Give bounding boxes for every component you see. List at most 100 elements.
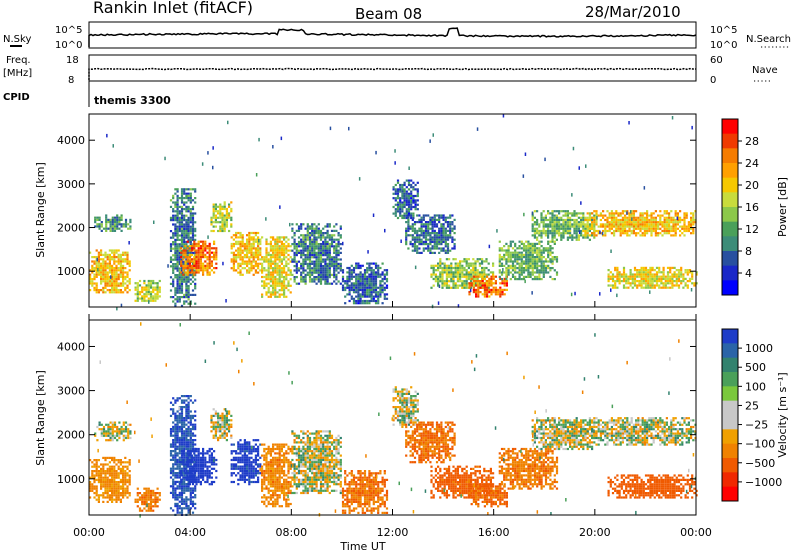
data-cell — [213, 230, 215, 232]
data-cell — [230, 208, 232, 210]
data-cell — [213, 212, 215, 214]
data-cell — [137, 499, 139, 501]
data-cell — [551, 217, 553, 219]
data-cell — [206, 245, 208, 247]
data-cell — [652, 287, 654, 289]
data-cell — [316, 261, 318, 263]
data-cell — [692, 230, 694, 232]
data-cell — [499, 269, 501, 271]
data-cell — [190, 226, 192, 228]
data-cell — [349, 267, 351, 269]
data-cell — [335, 243, 337, 245]
data-cell — [235, 269, 237, 271]
data-cell — [104, 492, 106, 494]
data-cell — [313, 223, 315, 225]
data-cell — [105, 221, 107, 223]
data-cell — [342, 278, 344, 280]
data-cell — [324, 272, 326, 274]
data-cell — [397, 217, 399, 219]
data-cell — [693, 282, 695, 284]
data-cell — [228, 212, 230, 214]
data-cell — [565, 215, 567, 217]
data-cell — [248, 236, 250, 238]
data-cell — [532, 252, 534, 254]
data-cell — [298, 245, 300, 247]
data-cell — [198, 249, 200, 251]
data-cell — [193, 243, 195, 245]
data-cell — [558, 230, 560, 232]
data-cell — [318, 280, 320, 282]
data-cell — [569, 219, 571, 221]
data-cell — [194, 197, 196, 199]
data-cell — [429, 250, 431, 252]
data-cell — [488, 282, 490, 284]
data-cell — [602, 226, 604, 228]
data-cell — [541, 260, 543, 262]
data-cell — [382, 278, 384, 280]
data-cell — [364, 296, 366, 298]
data-cell — [371, 300, 373, 302]
data-cell — [102, 278, 104, 280]
data-cell — [653, 217, 655, 219]
data-cell — [595, 234, 597, 236]
data-cell — [110, 430, 112, 432]
data-cell — [181, 197, 183, 199]
data-cell — [200, 245, 202, 247]
data-cell — [179, 267, 181, 269]
data-cell — [475, 291, 477, 293]
data-cell — [434, 252, 436, 254]
data-cell — [237, 267, 239, 269]
data-cell — [185, 289, 187, 291]
data-cell — [110, 219, 112, 221]
data-cell — [445, 230, 447, 232]
data-cell — [470, 265, 472, 267]
data-cell — [408, 213, 410, 215]
data-cell — [344, 289, 346, 291]
data-cell — [272, 280, 274, 282]
data-cell — [521, 265, 523, 267]
data-cell — [399, 210, 401, 212]
data-cell — [285, 265, 287, 267]
data-cell — [261, 265, 263, 267]
data-cell — [170, 259, 172, 261]
data-cell — [342, 287, 344, 289]
data-cell — [268, 276, 270, 278]
data-cell — [185, 294, 187, 296]
data-cell — [635, 226, 637, 228]
data-cell — [404, 199, 406, 201]
data-cell — [399, 197, 401, 199]
data-cell — [172, 300, 174, 302]
data-cell — [248, 247, 250, 249]
data-cell — [541, 241, 543, 243]
data-cell — [519, 271, 521, 273]
data-cell — [534, 237, 536, 239]
data-cell — [340, 236, 342, 238]
data-cell — [228, 204, 230, 206]
nave-right-label: Nave — [752, 65, 778, 76]
data-cell — [450, 276, 452, 278]
data-cell — [655, 228, 657, 230]
data-cell — [309, 269, 311, 271]
data-cell — [514, 258, 516, 260]
data-cell — [680, 282, 682, 284]
data-cell — [177, 188, 179, 190]
data-cell — [397, 193, 399, 195]
data-cell — [444, 280, 446, 282]
data-cell — [107, 221, 109, 223]
data-cell — [113, 267, 115, 269]
data-cell — [642, 226, 644, 228]
data-cell — [523, 276, 525, 278]
data-cell — [584, 217, 586, 219]
data-cell — [547, 226, 549, 228]
data-cell — [246, 234, 248, 236]
data-cell — [120, 488, 122, 490]
data-cell — [429, 219, 431, 221]
data-cell — [318, 256, 320, 258]
data-cell — [576, 234, 578, 236]
data-cell — [450, 265, 452, 267]
data-cell — [440, 225, 442, 227]
data-cell — [91, 483, 93, 485]
data-cell — [174, 234, 176, 236]
data-cell — [191, 258, 193, 260]
data-cell — [410, 234, 412, 236]
